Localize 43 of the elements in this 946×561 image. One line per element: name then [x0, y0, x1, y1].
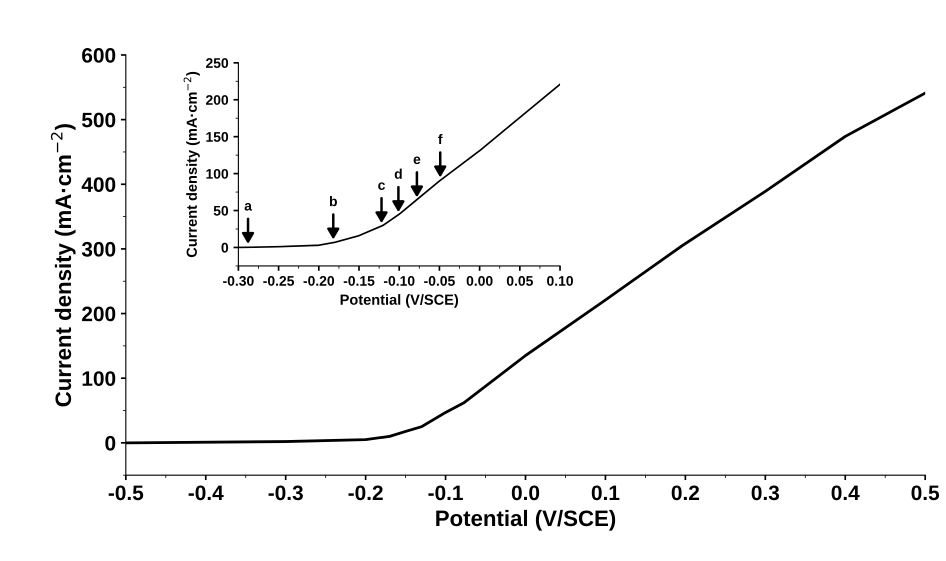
annotation: a — [244, 203, 252, 211]
x-tick-label: -0.25 — [263, 276, 294, 286]
x-tick-label: 0.4 — [832, 485, 860, 500]
x-tick-label: -0.15 — [344, 276, 374, 286]
x-tick-label: -0.4 — [188, 485, 224, 500]
x-tick-label: -0.30 — [223, 276, 254, 286]
annotation: d — [394, 168, 402, 179]
y-tick-label: 300 — [82, 242, 116, 257]
y-tick-label: 250 — [206, 58, 228, 68]
x-tick-label: -0.10 — [384, 276, 414, 286]
x-tick-label: 0.5 — [912, 485, 940, 500]
x-tick-label: 0.10 — [547, 276, 573, 286]
y-tick-label: 100 — [206, 168, 228, 179]
y-tick-label: 400 — [82, 177, 116, 192]
x-tick-label: -0.3 — [268, 485, 303, 500]
y-axis-title: Current density (mA·cm$^{−2}$) — [50, 124, 76, 406]
y-tick-label: 0 — [221, 242, 228, 253]
x-tick-label: -0.05 — [424, 276, 455, 286]
y-tick-label: 200 — [82, 306, 116, 322]
x-axis-title: Potential (V/SCE) — [436, 510, 616, 531]
x-tick-label: -0.2 — [348, 485, 383, 500]
y-tick-label: 600 — [82, 48, 116, 63]
x-tick-label: -0.20 — [304, 276, 334, 286]
x-tick-label: 0.0 — [512, 485, 540, 500]
x-axis-title: Potential (V/SCE) — [340, 294, 458, 308]
x-tick-label: 0.05 — [506, 276, 533, 286]
y-tick-label: 100 — [82, 371, 116, 386]
y-tick-label: 150 — [206, 132, 228, 142]
x-tick-label: 0.2 — [672, 485, 700, 500]
x-tick-label: -0.5 — [108, 485, 144, 500]
y-tick-label: 500 — [82, 112, 116, 128]
x-tick-label: 0.00 — [466, 276, 493, 286]
annotation: e — [414, 156, 420, 164]
y-tick-label: 0 — [105, 436, 116, 451]
y-axis-title: Current density (mA·cm$^{−2}$) — [184, 72, 200, 258]
y-tick-label: 50 — [214, 206, 228, 216]
x-tick-label: -0.1 — [428, 485, 463, 500]
x-tick-label: 0.3 — [752, 485, 780, 500]
annotation: f — [438, 134, 443, 144]
y-tick-label: 200 — [206, 95, 228, 105]
x-tick-label: 0.1 — [592, 485, 620, 500]
annotation: b — [330, 196, 337, 206]
annotation: c — [378, 182, 385, 190]
